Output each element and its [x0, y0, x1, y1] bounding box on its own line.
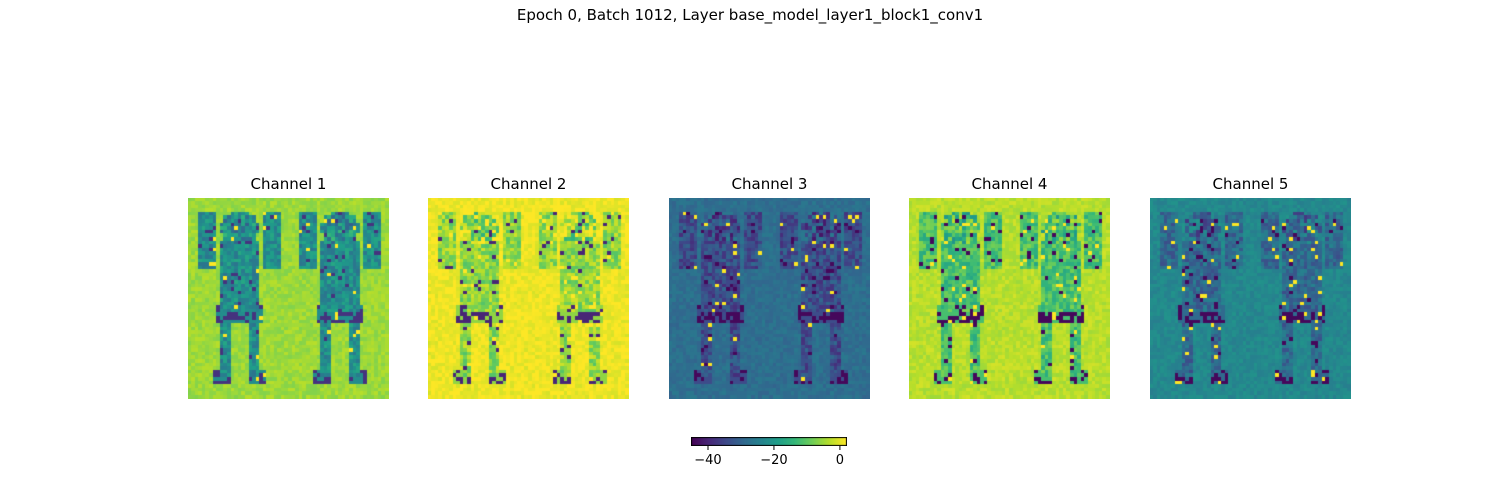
channel-panel-2: Channel 2 [428, 174, 629, 399]
feature-map-channel-1 [188, 198, 389, 399]
colorbar-tick-label-2: −20 [760, 453, 788, 468]
feature-map-channel-3 [669, 198, 870, 399]
colorbar-tick-label-1: −40 [694, 453, 722, 468]
figure-title: Epoch 0, Batch 1012, Layer base_model_la… [516, 6, 984, 24]
channel-panel-4: Channel 4 [909, 174, 1110, 399]
channel-title-5: Channel 5 [1212, 175, 1289, 193]
channel-title-4: Channel 4 [971, 175, 1048, 193]
feature-map-channel-2 [428, 198, 629, 399]
channel-panel-3: Channel 3 [669, 174, 870, 399]
channel-panel-1: Channel 1 [188, 174, 389, 399]
feature-map-channel-4 [909, 198, 1110, 399]
channel-title-1: Channel 1 [250, 175, 327, 193]
colorbar-tick-label-3: 0 [835, 453, 845, 468]
feature-map-channel-5 [1150, 198, 1351, 399]
channel-panel-5: Channel 5 [1150, 174, 1351, 399]
colorbar-ticks [707, 446, 841, 450]
channel-title-3: Channel 3 [731, 175, 808, 193]
colorbar: −40 −20 0 [691, 437, 847, 477]
colorbar-gradient [691, 437, 847, 446]
channel-title-2: Channel 2 [490, 175, 567, 193]
